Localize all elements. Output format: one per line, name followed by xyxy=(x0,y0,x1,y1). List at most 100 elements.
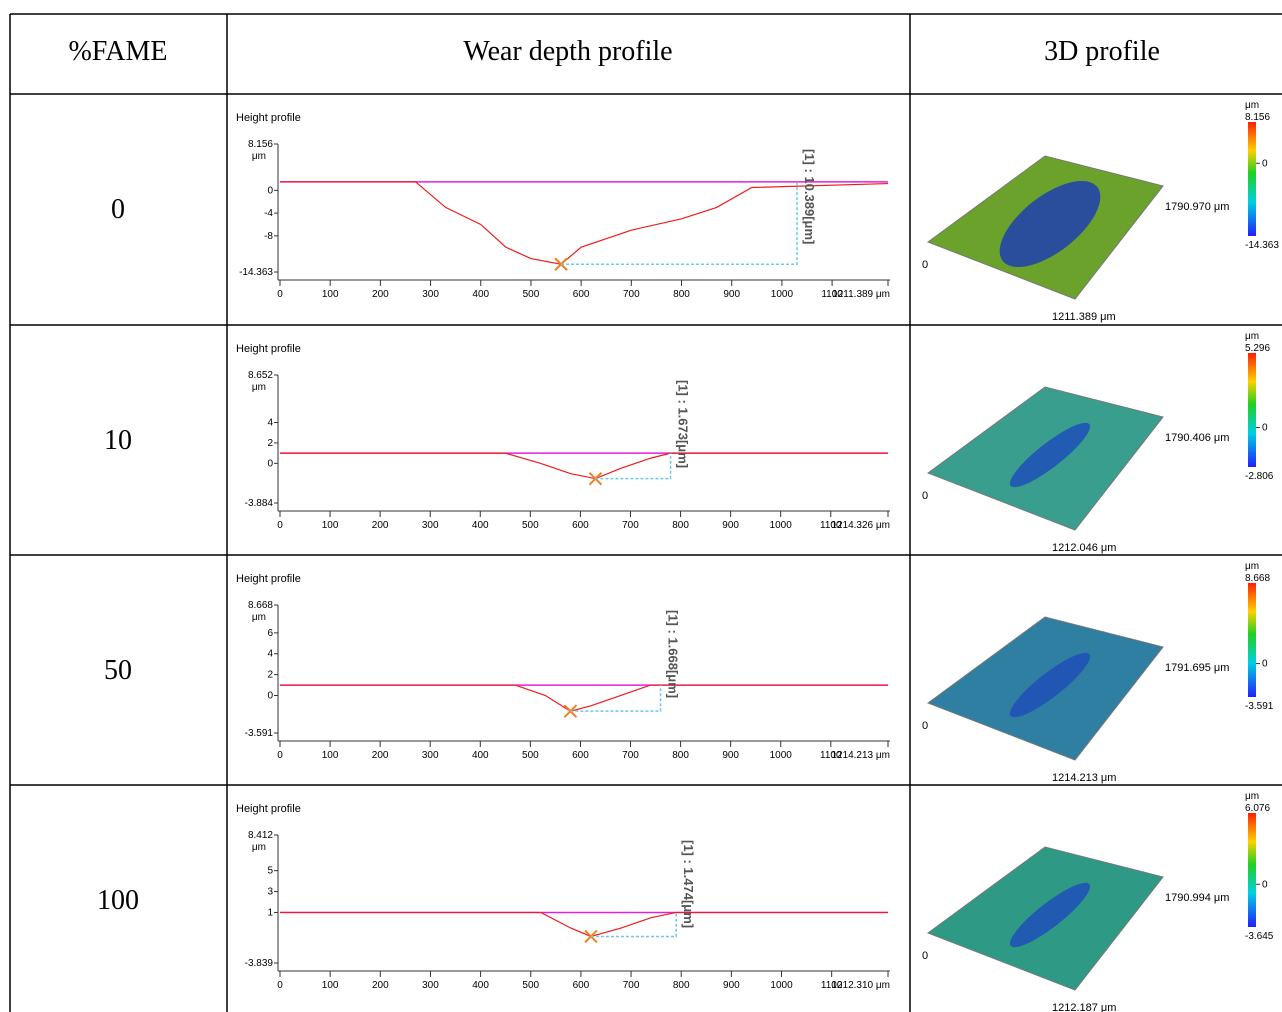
profile-line xyxy=(280,452,888,480)
y-tick-label: -4 xyxy=(264,208,273,219)
surface-origin: 0 xyxy=(922,720,928,732)
header-cell: 3D profile xyxy=(1044,36,1160,67)
annotation: [1] : 10.389[μm] xyxy=(802,149,817,244)
wear-scar xyxy=(1009,882,1091,948)
fame-value: 10 xyxy=(104,425,132,456)
x-tick-label: 0 xyxy=(277,980,283,991)
colorbar-min: -2.806 xyxy=(1245,471,1274,482)
x-tick-label: 200 xyxy=(372,520,389,531)
surface-length: 1212.046 μm xyxy=(1052,542,1116,554)
y-tick-label: 6 xyxy=(267,628,273,639)
chart-title: Height profile xyxy=(236,112,301,124)
x-tick-label: 300 xyxy=(422,750,439,761)
surface-length: 1212.187 μm xyxy=(1052,1002,1116,1012)
y-unit: μm xyxy=(252,842,266,853)
x-tick-label: 1000 xyxy=(770,980,793,991)
colorbar-max: 5.296 xyxy=(1245,343,1270,354)
colorbar-min: -3.645 xyxy=(1245,931,1274,942)
colorbar-min: -3.591 xyxy=(1245,701,1274,712)
colorbar xyxy=(1248,353,1256,467)
surface-length: 1211.389 μm xyxy=(1052,311,1116,323)
annotation: [1] : 1.673[μm] xyxy=(676,380,691,468)
x-tick-label: 800 xyxy=(672,750,689,761)
x-tick-label: 1100 xyxy=(820,520,842,531)
wear-scar xyxy=(999,180,1101,268)
y-unit: μm xyxy=(252,151,266,162)
x-tick-label: 300 xyxy=(422,520,439,531)
annotation: [1] : 1.668[μm] xyxy=(666,610,681,698)
x-tick-label: 1100 xyxy=(821,980,843,991)
x-end-label: 1212.310 μm xyxy=(831,980,890,991)
x-end-label: 1211.389 μm xyxy=(832,289,890,300)
y-tick-label: 0 xyxy=(267,691,273,702)
x-tick-label: 500 xyxy=(522,980,539,991)
y-tick-label: 8.652 xyxy=(248,370,273,381)
x-tick-label: 1000 xyxy=(770,750,793,761)
y-tick-label: 0 xyxy=(267,185,273,196)
surface-width: 1790.994 μm xyxy=(1165,892,1229,904)
x-tick-label: 600 xyxy=(573,289,590,300)
x-tick-label: 500 xyxy=(522,750,539,761)
x-tick-label: 0 xyxy=(277,289,283,300)
fame-value: 0 xyxy=(111,194,125,225)
x-tick-label: 800 xyxy=(673,980,690,991)
x-tick-label: 500 xyxy=(522,520,539,531)
colorbar-zero: 0 xyxy=(1262,879,1268,890)
x-tick-label: 1000 xyxy=(770,520,793,531)
colorbar xyxy=(1248,583,1256,697)
x-tick-label: 0 xyxy=(277,750,283,761)
x-tick-label: 100 xyxy=(322,980,339,991)
y-tick-label: 2 xyxy=(267,438,273,449)
x-tick-label: 100 xyxy=(322,289,339,300)
y-tick-label: 4 xyxy=(267,417,273,428)
colorbar-unit: μm xyxy=(1245,100,1259,111)
y-tick-label: 8.156 xyxy=(248,139,273,150)
x-tick-label: 600 xyxy=(572,750,589,761)
depth-arrow xyxy=(570,685,662,712)
x-tick-label: 200 xyxy=(372,289,389,300)
y-tick-label: -8 xyxy=(264,231,273,242)
chart-title: Height profile xyxy=(236,343,301,355)
x-tick-label: 300 xyxy=(422,980,439,991)
y-tick-label: 0 xyxy=(267,458,273,469)
colorbar-zero: 0 xyxy=(1262,158,1268,169)
depth-arrow xyxy=(590,912,677,938)
colorbar xyxy=(1248,122,1256,236)
y-unit: μm xyxy=(252,612,266,623)
x-tick-label: 1100 xyxy=(821,289,843,300)
x-tick-label: 400 xyxy=(472,289,489,300)
colorbar-unit: μm xyxy=(1245,791,1259,802)
min-marker xyxy=(588,471,603,486)
colorbar-max: 8.668 xyxy=(1245,573,1270,584)
x-tick-label: 800 xyxy=(672,520,689,531)
x-tick-label: 800 xyxy=(673,289,690,300)
x-tick-label: 400 xyxy=(472,980,489,991)
x-tick-label: 1100 xyxy=(820,750,842,761)
x-tick-label: 700 xyxy=(623,980,640,991)
x-tick-label: 0 xyxy=(277,520,283,531)
surface-origin: 0 xyxy=(922,490,928,502)
chart-title: Height profile xyxy=(236,803,301,815)
y-tick-label: -14.363 xyxy=(239,267,273,278)
colorbar-unit: μm xyxy=(1245,331,1259,342)
x-tick-label: 600 xyxy=(572,520,589,531)
x-tick-label: 900 xyxy=(723,980,740,991)
x-tick-label: 1000 xyxy=(771,289,794,300)
surface-width: 1790.970 μm xyxy=(1165,201,1229,213)
y-tick-label: 3 xyxy=(267,887,273,898)
x-tick-label: 200 xyxy=(372,750,389,761)
table-lines xyxy=(9,13,1282,1012)
x-tick-label: 400 xyxy=(472,750,489,761)
y-tick-label: 8.668 xyxy=(248,600,273,611)
x-end-label: 1214.326 μm xyxy=(831,520,890,531)
x-tick-label: 100 xyxy=(322,750,339,761)
y-tick-label: 1 xyxy=(267,907,273,918)
depth-arrow xyxy=(561,181,798,266)
y-tick-label: -3.884 xyxy=(245,498,274,509)
x-tick-label: 700 xyxy=(623,289,640,300)
x-tick-label: 600 xyxy=(573,980,590,991)
header-cell: %FAME xyxy=(68,36,167,67)
x-end-label: 1214.213 μm xyxy=(831,750,890,761)
surface-width: 1791.695 μm xyxy=(1165,662,1229,674)
wear-scar xyxy=(1009,652,1091,718)
